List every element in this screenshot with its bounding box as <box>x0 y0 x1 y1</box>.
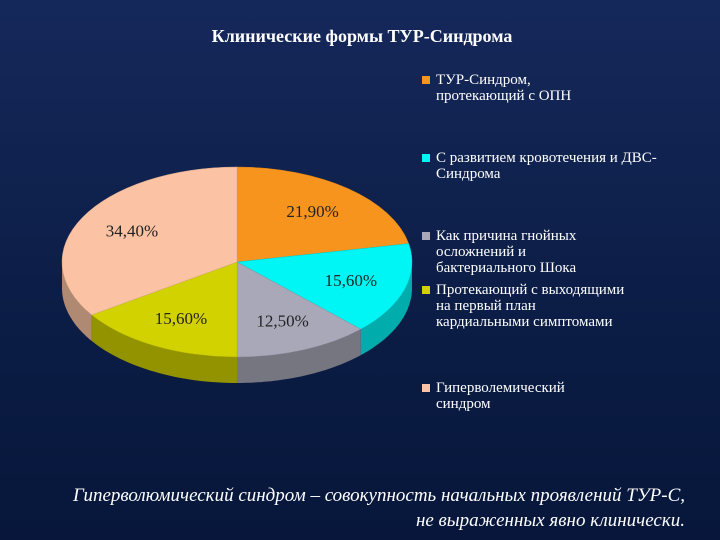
slice <box>61 166 238 316</box>
legend-entry: Как причина гнойных осложнений и бактери… <box>422 228 652 276</box>
slice <box>236 166 410 263</box>
slice <box>91 261 238 358</box>
slice-side <box>62 262 92 341</box>
legend-swatch <box>422 384 430 392</box>
legend-entry: ТУР-Синдром, протекающий с ОПН <box>422 72 652 104</box>
slice-side <box>360 262 412 356</box>
legend-entry: Протекающий с выходящими на первый план … <box>422 282 652 330</box>
chart-title: Клинические формы ТУР-Синдрома <box>212 26 513 46</box>
footnote: Гиперволюмический синдром – совокупность… <box>73 485 685 531</box>
data-label: 15,60% <box>325 271 377 290</box>
legend-swatch <box>422 154 430 162</box>
legend-label: Как причина гнойных осложнений и бактери… <box>436 228 577 276</box>
legend-swatch <box>422 76 430 84</box>
legend-entry: С развитием кровотечения и ДВС-Синдрома <box>422 150 657 182</box>
slice <box>236 243 413 330</box>
legend-label: ТУР-Синдром, протекающий с ОПН <box>436 72 572 104</box>
legend-label: Протекающий с выходящими на первый план … <box>436 282 625 330</box>
data-label: 21,90% <box>286 202 338 221</box>
legend-swatch <box>422 232 430 240</box>
legend-label: Гиперволемический синдром <box>436 380 565 412</box>
legend-entry: Гиперволемический синдром <box>422 380 652 412</box>
data-label: 34,40% <box>106 222 158 241</box>
data-label: 15,60% <box>155 309 207 328</box>
slice <box>236 261 362 358</box>
legend-label: С развитием кровотечения и ДВС-Синдрома <box>436 150 657 182</box>
data-label: 12,50% <box>256 312 308 331</box>
slice-side <box>91 314 237 383</box>
legend-swatch <box>422 286 430 294</box>
